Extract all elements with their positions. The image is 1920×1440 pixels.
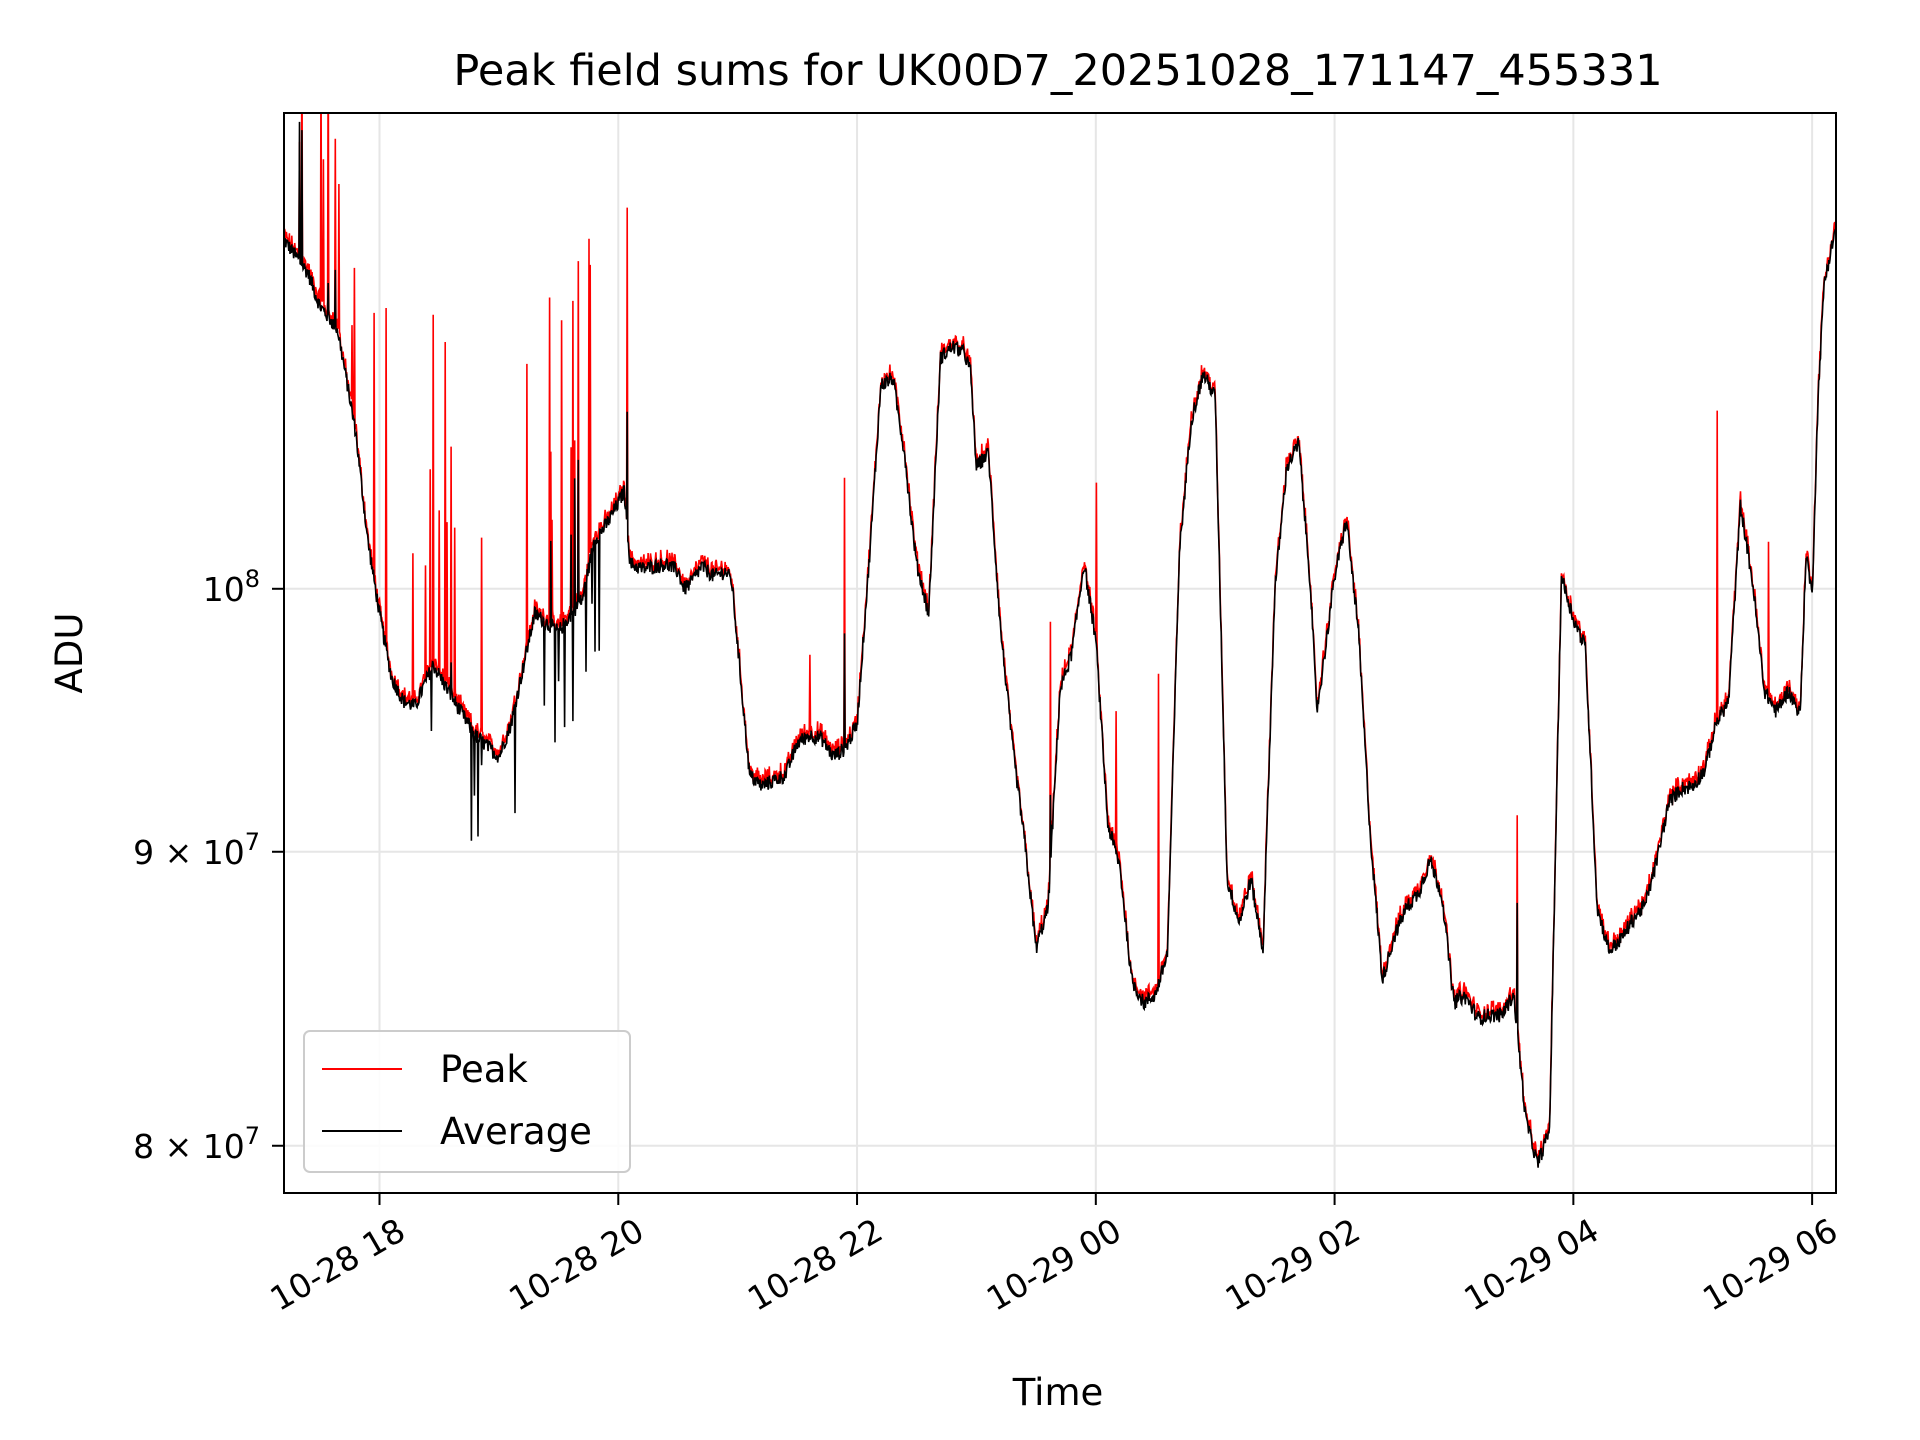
y-tick-label: 8 × 107 [133,1122,260,1166]
chart-title: Peak field sums for UK00D7_20251028_1711… [453,46,1662,96]
plot-frame [283,112,1837,1194]
legend: Peak Average [303,1030,631,1173]
series-layer [284,113,1836,1168]
x-axis-label: Time [1012,1371,1104,1414]
legend-box [303,1030,631,1173]
legend-average-label: Average [440,1110,592,1153]
y-axis-label: ADU [48,613,91,694]
legend-peak-label: Peak [440,1048,528,1091]
grid [284,113,1836,1193]
series-average-line [284,121,1836,1168]
y-tick-label: 9 × 107 [133,828,260,872]
